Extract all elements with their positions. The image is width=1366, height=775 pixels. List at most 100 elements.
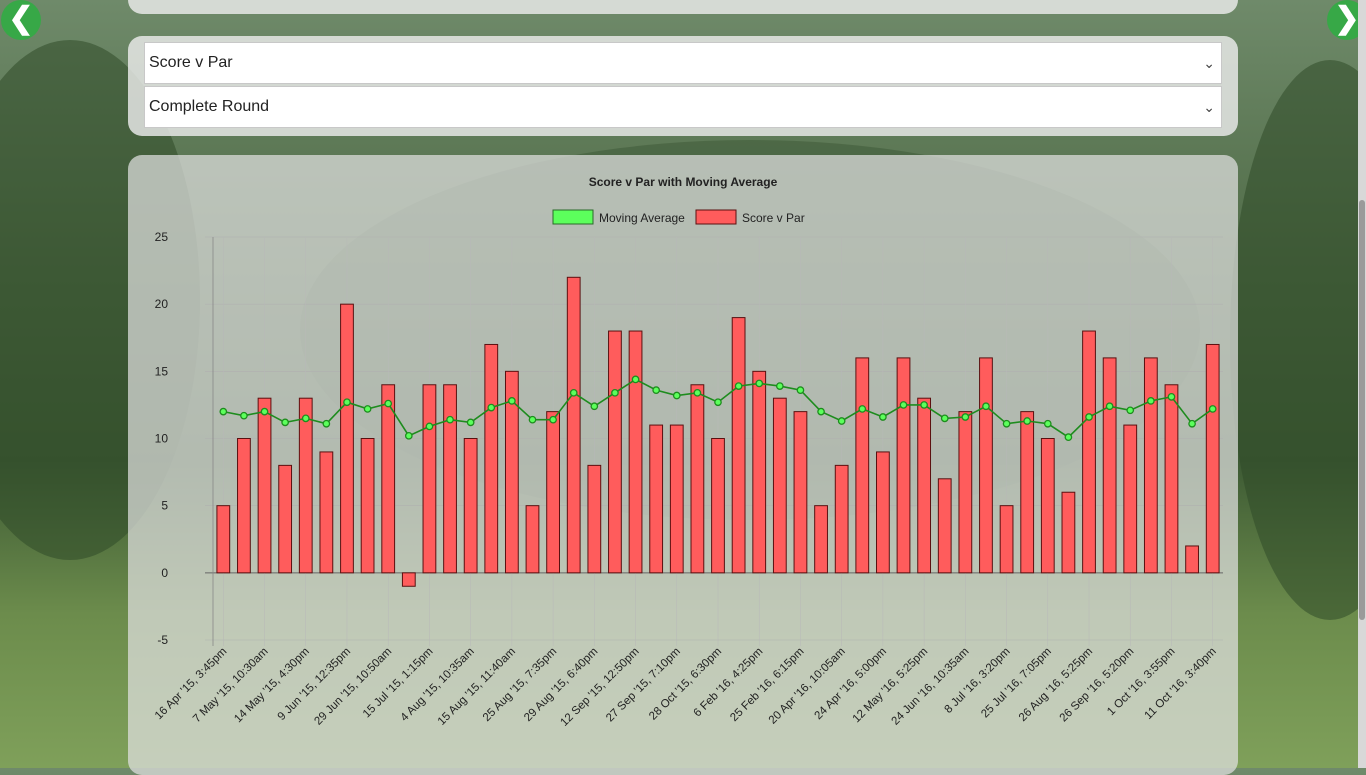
point-moving-average bbox=[1208, 405, 1217, 413]
point-moving-average bbox=[1105, 402, 1114, 411]
bar-score-v-par bbox=[278, 464, 293, 574]
point-moving-average bbox=[281, 418, 289, 427]
bar-score-v-par bbox=[381, 384, 396, 574]
point-moving-average bbox=[611, 388, 619, 397]
bar-score-v-par bbox=[422, 384, 437, 574]
x-tick-label: 11 Oct '16, 3:40pm bbox=[1142, 646, 1218, 722]
bar-score-v-par bbox=[360, 438, 375, 574]
bar-score-v-par bbox=[999, 505, 1014, 574]
metric-select[interactable]: Score v Par ⌄ bbox=[144, 42, 1222, 84]
chevron-down-icon: ⌄ bbox=[1203, 99, 1215, 115]
point-moving-average bbox=[755, 379, 764, 388]
scrollbar-thumb[interactable] bbox=[1359, 200, 1365, 620]
point-moving-average bbox=[446, 415, 454, 424]
bar-score-v-par bbox=[958, 411, 973, 574]
x-tick-label: 28 Oct '15, 6:30pm bbox=[647, 646, 724, 723]
point-moving-average bbox=[1085, 413, 1093, 421]
point-moving-average bbox=[301, 414, 310, 423]
bar-score-v-par bbox=[690, 384, 705, 574]
bar-score-v-par bbox=[731, 317, 746, 574]
point-moving-average bbox=[796, 386, 805, 394]
legend-label-moving-average: Moving Average bbox=[599, 211, 685, 225]
x-tick-label: 15 Jul '15, 1:15pm bbox=[361, 646, 436, 721]
y-tick-label: -5 bbox=[157, 633, 168, 647]
point-moving-average bbox=[879, 413, 887, 421]
x-tick-label: 25 Jul '16, 7:05pm bbox=[979, 646, 1054, 721]
bar-score-v-par bbox=[876, 451, 890, 574]
point-moving-average bbox=[734, 382, 743, 390]
bar-score-v-par bbox=[752, 370, 767, 574]
chevron-down-icon: ⌄ bbox=[1203, 55, 1215, 71]
point-moving-average bbox=[693, 388, 702, 397]
bar-score-v-par bbox=[669, 424, 684, 574]
point-moving-average bbox=[466, 418, 475, 427]
scope-select[interactable]: Complete Round ⌄ bbox=[144, 86, 1222, 128]
bar-score-v-par bbox=[649, 424, 664, 574]
background-tree bbox=[1230, 60, 1366, 620]
point-moving-average bbox=[1023, 417, 1032, 425]
point-moving-average bbox=[404, 431, 413, 440]
bar-score-v-par bbox=[814, 505, 828, 574]
bar-score-v-par bbox=[979, 357, 993, 574]
y-tick-label: 25 bbox=[155, 230, 169, 244]
point-moving-average bbox=[858, 405, 867, 413]
scope-select-value: Complete Round bbox=[149, 98, 270, 115]
bar-score-v-par bbox=[1102, 357, 1117, 574]
point-moving-average bbox=[1043, 419, 1052, 428]
point-moving-average bbox=[775, 382, 784, 390]
x-tick-label: 16 Apr '15, 3:45pm bbox=[153, 646, 230, 723]
point-moving-average bbox=[1002, 419, 1011, 428]
point-moving-average bbox=[920, 401, 928, 409]
x-tick-label: 25 Feb '16, 6:15pm bbox=[728, 646, 806, 724]
chevron-left-icon: ❮ bbox=[8, 2, 34, 35]
x-tick-label: 20 Apr '16, 10:05am bbox=[767, 646, 848, 727]
bar-score-v-par bbox=[1185, 545, 1199, 574]
point-moving-average bbox=[384, 399, 393, 408]
bar-score-v-par bbox=[587, 464, 602, 574]
point-moving-average bbox=[569, 388, 578, 397]
x-tick-label: 6 Feb '16, 4:25pm bbox=[692, 646, 766, 720]
point-moving-average bbox=[1188, 419, 1196, 428]
bar-score-v-par bbox=[298, 397, 313, 574]
x-tick-label: 14 May '15, 4:30pm bbox=[232, 646, 312, 726]
x-tick-label: 12 Sep '15, 12:50pm bbox=[558, 646, 641, 729]
prev-button[interactable]: ❮ bbox=[1, 0, 41, 40]
bar-score-v-par bbox=[546, 411, 560, 574]
point-moving-average bbox=[549, 415, 557, 424]
bar-score-v-par bbox=[237, 438, 251, 574]
x-tick-label: 15 Aug '15, 11:40am bbox=[436, 646, 518, 728]
x-tick-label: 25 Aug '15, 7:35pm bbox=[481, 646, 559, 724]
point-moving-average bbox=[652, 386, 661, 394]
y-tick-label: 5 bbox=[161, 499, 168, 513]
x-tick-label: 26 Aug '16, 5:25pm bbox=[1017, 646, 1095, 724]
score-chart: Score v Par with Moving Average Moving Av… bbox=[153, 175, 1223, 729]
bar-score-v-par bbox=[1040, 438, 1055, 574]
bar-score-v-par bbox=[772, 397, 787, 574]
y-tick-label: 0 bbox=[161, 566, 168, 580]
bar-score-v-par bbox=[1164, 384, 1179, 574]
point-moving-average bbox=[817, 407, 825, 416]
bar-score-v-par bbox=[504, 370, 519, 574]
bar-score-v-par bbox=[608, 330, 622, 574]
bar-score-v-par bbox=[401, 572, 416, 587]
legend-swatch-score-v-par bbox=[695, 209, 737, 225]
point-moving-average bbox=[590, 402, 599, 411]
point-moving-average bbox=[528, 415, 537, 424]
bar-score-v-par bbox=[896, 357, 911, 574]
bar-score-v-par bbox=[319, 451, 334, 574]
bar-score-v-par bbox=[917, 397, 932, 574]
x-tick-label: 12 May '16, 5:25pm bbox=[851, 646, 931, 726]
point-moving-average bbox=[508, 397, 516, 405]
y-tick-label: 20 bbox=[155, 297, 169, 311]
legend-label-score-v-par: Score v Par bbox=[742, 211, 805, 225]
x-tick-label: 9 Jun '15, 12:35pm bbox=[276, 646, 353, 723]
y-tick-label: 15 bbox=[155, 364, 169, 378]
bar-score-v-par bbox=[525, 505, 540, 574]
bar-score-v-par bbox=[1143, 357, 1158, 574]
x-tick-label: 27 Sep '15, 7:10pm bbox=[604, 646, 683, 725]
point-moving-average bbox=[1126, 406, 1135, 415]
bar-score-v-par bbox=[484, 343, 499, 574]
bar-score-v-par bbox=[257, 397, 272, 574]
point-moving-average bbox=[1064, 433, 1073, 442]
bar-score-v-par bbox=[855, 357, 870, 574]
